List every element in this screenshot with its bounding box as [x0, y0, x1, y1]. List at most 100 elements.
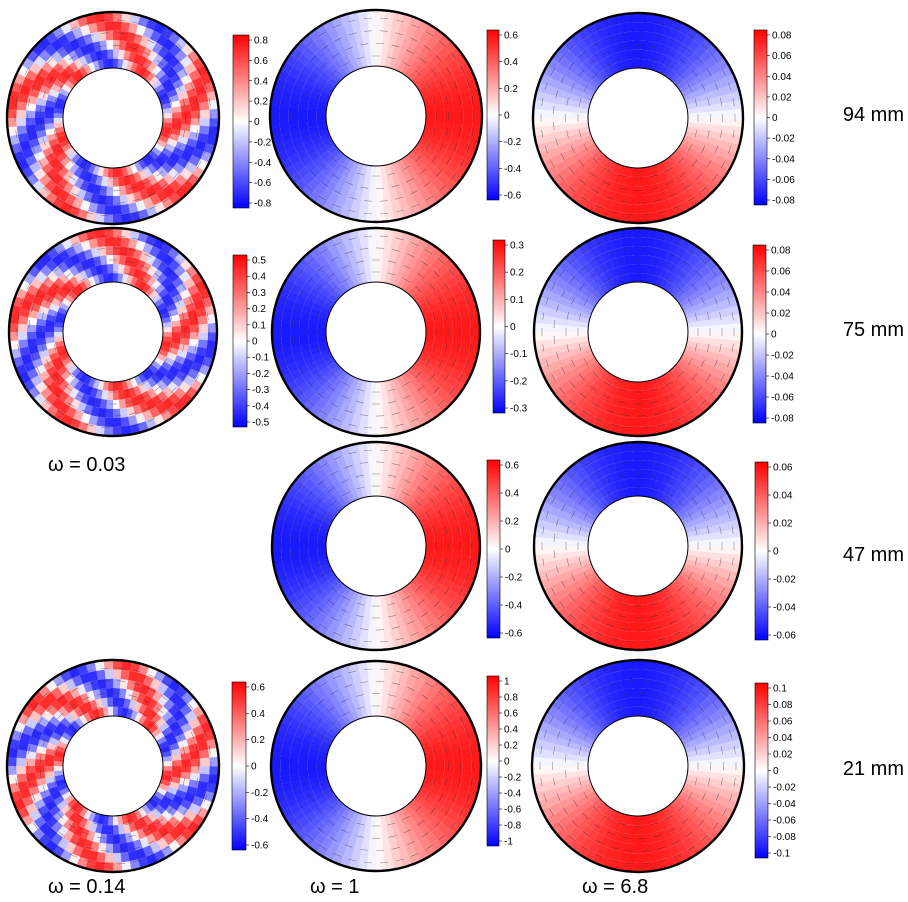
- colorbar-tick-label: 0.2: [510, 268, 524, 279]
- inner-cylinder: [587, 67, 689, 169]
- column-label-omega-1: ω = 1: [310, 876, 360, 898]
- colorbar-tick-label: -0.6: [505, 629, 523, 640]
- colorbar-tick-label: -0.2: [505, 573, 523, 584]
- flow-arrows: [279, 449, 473, 643]
- colorbar-tick-label: -0.6: [254, 178, 272, 189]
- flow-arrows: [540, 20, 736, 216]
- inner-cylinder: [325, 281, 427, 383]
- row-label-47mm: 47 mm: [842, 544, 904, 566]
- velocity-field: [533, 13, 743, 223]
- colorbar-tick-label: 0: [504, 111, 510, 122]
- colorbar-tick-label: 0.2: [252, 304, 266, 315]
- colorbar-tick-label: 0.3: [252, 288, 266, 299]
- colorbar: 0.08 0.06 0.04 0.02 0 -0.02 -0.04 -0.06 -0.08: [752, 244, 794, 425]
- colorbar-tick-label: 0: [771, 330, 777, 341]
- flow-arrows: [277, 17, 475, 215]
- inner-cylinder: [587, 495, 689, 597]
- colorbar-tick-label: 0.06: [771, 267, 791, 278]
- colorbar-tick-label: 0: [504, 757, 510, 768]
- colorbar-tick-label: 0.06: [772, 51, 792, 62]
- colorbar-tick-label: -0.4: [505, 601, 523, 612]
- colorbar-tick-label: -0.2: [510, 376, 528, 387]
- row-label-94mm: 94 mm: [842, 104, 904, 126]
- colorbar-tick-label: 0.06: [773, 463, 793, 474]
- colorbar-tick-label: -0.4: [504, 789, 522, 800]
- colorbar-tick-label: 0: [510, 322, 516, 333]
- colorbar-tick-label: -0.2: [504, 137, 522, 148]
- outer-cylinder: [7, 226, 219, 438]
- flow-arrows: [539, 667, 737, 865]
- colorbar-tick-label: 0.08: [773, 700, 793, 711]
- colorbar-tick-label: 0.02: [773, 750, 793, 761]
- colorbar-tick-label: -0.4: [252, 401, 270, 412]
- colorbar-tick-label: 0.2: [505, 517, 519, 528]
- colorbar-tick-label: 0.04: [771, 288, 791, 299]
- colorbar-tick-label: 0.2: [504, 741, 518, 752]
- colorbar-tick-label: -0.02: [773, 783, 796, 794]
- colorbar: 0.3 0.2 0.1 0 -0.1 -0.2 -0.3: [492, 239, 528, 415]
- colorbar-tick-label: -0.2: [252, 369, 270, 380]
- panel-p-21-0.14: 0.6 0.4 0.2 0 -0.2 -0.4 -0.6: [5, 658, 269, 874]
- colorbar-tick-label: 0.08: [772, 31, 792, 42]
- colorbar-tick-label: 0.6: [251, 683, 265, 694]
- colorbar-tick-label: 0.1: [510, 295, 524, 306]
- colorbar-tick-label: 0.5: [252, 256, 266, 267]
- colorbar-tick-label: 0.04: [773, 733, 793, 744]
- colorbar-tick-label: 0.8: [504, 693, 518, 704]
- column-label-omega-6-8: ω = 6.8: [582, 876, 649, 898]
- colorbar-tick-label: -0.04: [773, 799, 796, 810]
- colorbar-tick-label: -0.2: [251, 788, 269, 799]
- inner-cylinder: [325, 495, 427, 597]
- outer-cylinder: [268, 8, 484, 224]
- flow-arrows: [14, 19, 212, 217]
- colorbar-tick-label: -0.08: [771, 414, 794, 425]
- inner-cylinder: [325, 65, 427, 167]
- panel-p-21-6.8: 0.1 0.08 0.06 0.04 0.02 0 -0.02 -0.04 -0.06 -0.08…: [530, 658, 796, 874]
- colorbar-tick-label: -0.2: [254, 137, 272, 148]
- colorbar: 0.8 0.6 0.4 0.2 0 -0.2 -0.4 -0.6 -0.8: [232, 34, 272, 210]
- colorbar-tick-label: 0: [773, 766, 779, 777]
- colorbar-tick-label: 0: [773, 547, 779, 558]
- velocity-field: [7, 12, 219, 224]
- colorbar-tick-label: 0.3: [510, 241, 524, 252]
- panel-p-75-1: 0.3 0.2 0.1 0 -0.1 -0.2 -0.3: [270, 226, 528, 438]
- colorbar-tick-label: -1: [504, 837, 513, 848]
- colorbar-tick-label: -0.8: [254, 199, 272, 210]
- colorbar-tick-label: 0.4: [252, 272, 266, 283]
- velocity-field: [8, 228, 217, 436]
- colorbar-tick-label: -0.08: [773, 832, 796, 843]
- colorbar-tick-label: 0.4: [505, 489, 519, 500]
- colorbar-tick-label: -0.6: [251, 841, 269, 852]
- colorbar-tick-label: -0.02: [772, 134, 795, 145]
- flow-arrows: [541, 235, 735, 429]
- colorbar: 0.6 0.4 0.2 0 -0.2 -0.4 -0.6: [231, 681, 269, 852]
- colorbar-tick-label: 0.6: [504, 31, 518, 42]
- inner-cylinder: [62, 715, 164, 817]
- flow-arrows: [278, 668, 474, 864]
- colorbar-tick-label: 0.02: [773, 519, 793, 530]
- column-label-omega-0-14: ω = 0.14: [48, 876, 126, 898]
- outer-cylinder: [532, 440, 744, 652]
- colorbar-tick-label: 0.6: [254, 56, 268, 67]
- outer-cylinder: [5, 10, 221, 226]
- colorbar-tick-label: -0.1: [773, 849, 791, 860]
- colorbar-tick-label: 0.4: [504, 725, 518, 736]
- panel-p-21-1: 1 0.8 0.6 0.4 0.2 0 -0.2 -0.4 -0.6 -0.8 -1: [269, 659, 522, 873]
- colorbar: 1 0.8 0.6 0.4 0.2 0 -0.2 -0.4 -0.6 -0.8 -1: [486, 675, 522, 848]
- outer-cylinder: [530, 658, 746, 874]
- panels-layer: 0.8 0.6 0.4 0.2 0 -0.2 -0.4 -0.6 -0.8 0.6 0.4 0.2 0 -…: [5, 8, 796, 874]
- colorbar-tick-label: -0.8: [504, 821, 522, 832]
- colorbar-tick-label: -0.06: [773, 631, 796, 642]
- colorbar-tick-label: 0: [505, 545, 511, 556]
- panel-p-47-1: 0.6 0.4 0.2 0 -0.2 -0.4 -0.6: [270, 440, 523, 652]
- colorbar-tick-label: 0.1: [252, 320, 266, 331]
- colorbar-tick-label: -0.6: [504, 191, 522, 202]
- panel-p-94-1: 0.6 0.4 0.2 0 -0.2 -0.4 -0.6: [268, 8, 522, 224]
- colorbar-tick-label: 0: [251, 762, 257, 773]
- colorbar-tick-label: 0.4: [251, 709, 265, 720]
- colorbar-tick-label: 0.2: [251, 735, 265, 746]
- colorbar-tick-label: -0.06: [773, 816, 796, 827]
- colorbar-tick-label: 0: [252, 337, 258, 348]
- velocity-field: [271, 661, 481, 871]
- inner-cylinder: [62, 281, 164, 383]
